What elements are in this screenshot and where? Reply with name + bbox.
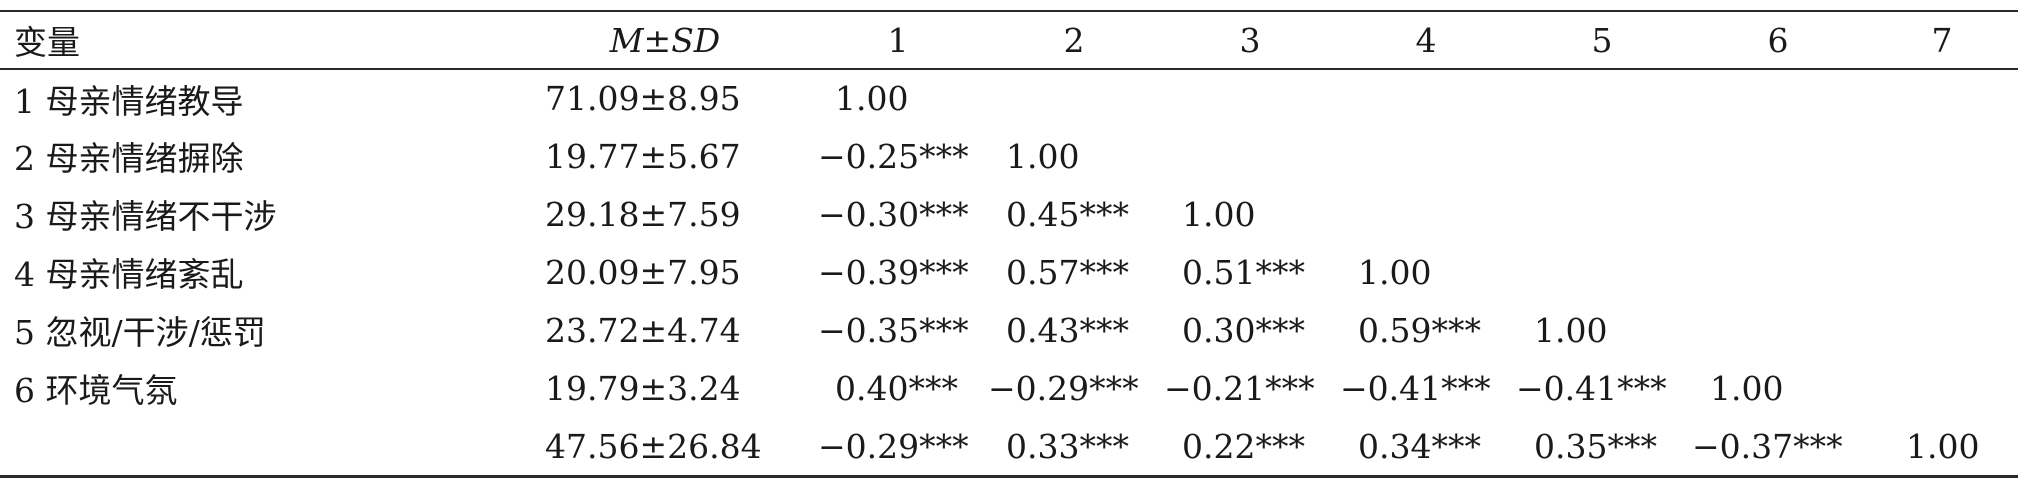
cell: −0.37***: [1692, 426, 1843, 466]
cell: 0.51***: [1182, 252, 1305, 292]
cell: 1.00: [1182, 194, 1256, 234]
cell: 0.34***: [1358, 426, 1481, 466]
cell: 1.00: [1358, 252, 1432, 292]
table-row: 4 母亲情绪紊乱 20.09±7.95 −0.39*** 0.57*** 0.5…: [0, 243, 2018, 301]
cell: 0.59***: [1358, 310, 1481, 350]
cell: 0.22***: [1182, 426, 1305, 466]
cell: [1514, 243, 1690, 301]
cell: 1.00: [1534, 310, 1608, 350]
header-col-5: 5: [1591, 20, 1613, 60]
header-col-3: 3: [1239, 20, 1261, 60]
cell: [1690, 301, 1866, 359]
cell: −0.29***: [818, 426, 969, 466]
cell: [1866, 127, 2018, 185]
header-col-7: 7: [1931, 20, 1953, 60]
cell: 0.57***: [1006, 252, 1129, 292]
header-col-2: 2: [1063, 20, 1085, 60]
table-row: 5 忽视/干涉/惩罚 23.72±4.74 −0.35*** 0.43*** 0…: [0, 301, 2018, 359]
cell: 0.40***: [835, 368, 958, 408]
cell: [1866, 185, 2018, 243]
table-row: 1 母亲情绪教导 71.09±8.95 1.00: [0, 69, 2018, 127]
row-label: 1 母亲情绪教导: [14, 81, 244, 121]
cell: 1.00: [835, 79, 909, 118]
cell: 1.00: [1006, 136, 1080, 176]
row-label: [0, 417, 520, 475]
cell: [986, 69, 1162, 127]
table-row: 47.56±26.84 −0.29*** 0.33*** 0.22*** 0.3…: [0, 417, 2018, 475]
cell: −0.39***: [818, 252, 969, 292]
cell: [1338, 185, 1514, 243]
cell: 0.33***: [1006, 426, 1129, 466]
cell: [1338, 69, 1514, 127]
cell: −0.41***: [1340, 368, 1491, 408]
cell: [1690, 185, 1866, 243]
cell: −0.41***: [1516, 368, 1667, 408]
cell: [1338, 127, 1514, 185]
header-msd: M±SD: [520, 12, 810, 69]
correlation-table: 变量 M±SD 1 2 3 4 5 6 7 1 母亲情绪教导 71.09±8.9…: [0, 10, 2018, 478]
cell: −0.30***: [818, 194, 969, 234]
cell: [1690, 243, 1866, 301]
row-msd: 29.18±7.59: [545, 194, 741, 234]
cell: [1690, 127, 1866, 185]
cell: [1514, 185, 1690, 243]
cell: [1866, 359, 2018, 417]
header-col-6: 6: [1767, 20, 1789, 60]
cell: −0.25***: [818, 136, 969, 176]
header-col-1: 1: [887, 20, 909, 60]
row-msd: 23.72±4.74: [545, 310, 741, 350]
header-msd-pm: ±: [643, 20, 672, 60]
row-msd: 19.79±3.24: [545, 368, 741, 408]
row-msd: 20.09±7.95: [545, 252, 741, 292]
cell: [1162, 69, 1338, 127]
cell: −0.35***: [818, 310, 969, 350]
row-msd: 71.09±8.95: [545, 79, 741, 118]
header-col-4: 4: [1415, 20, 1437, 60]
cell: 0.43***: [1006, 310, 1129, 350]
header-msd-sd: SD: [671, 20, 721, 60]
table-row: 6 环境气氛 19.79±3.24 0.40*** −0.29*** −0.21…: [0, 359, 2018, 417]
cell: 0.45***: [1006, 194, 1129, 234]
table-row: 3 母亲情绪不干涉 29.18±7.59 −0.30*** 0.45*** 1.…: [0, 185, 2018, 243]
header-variable: 变量: [14, 23, 80, 62]
cell: 1.00: [1906, 426, 1980, 466]
row-label: 6 环境气氛: [14, 371, 178, 410]
header-msd-m: M: [609, 20, 644, 60]
cell: [1514, 69, 1690, 127]
cell: [1514, 127, 1690, 185]
row-label: 4 母亲情绪紊乱: [14, 255, 244, 294]
cell: [1690, 69, 1866, 127]
row-label: 5 忽视/干涉/惩罚: [14, 313, 266, 352]
table-row: 2 母亲情绪摒除 19.77±5.67 −0.25*** 1.00: [0, 127, 2018, 185]
cell: [1866, 69, 2018, 127]
row-label: 2 母亲情绪摒除: [14, 139, 244, 178]
header-row: 变量 M±SD 1 2 3 4 5 6 7: [0, 12, 2018, 69]
row-msd: 47.56±26.84: [545, 426, 762, 466]
cell: −0.21***: [1164, 368, 1315, 408]
cell: 1.00: [1710, 368, 1784, 408]
cell: [1866, 301, 2018, 359]
row-label: 3 母亲情绪不干涉: [14, 197, 277, 236]
correlation-table-grid: 变量 M±SD 1 2 3 4 5 6 7 1 母亲情绪教导 71.09±8.9…: [0, 12, 2018, 475]
row-msd: 19.77±5.67: [545, 136, 741, 176]
cell: [1162, 127, 1338, 185]
cell: −0.29***: [988, 368, 1139, 408]
cell: 0.30***: [1182, 310, 1305, 350]
cell: 0.35***: [1534, 426, 1657, 466]
cell: [1866, 243, 2018, 301]
